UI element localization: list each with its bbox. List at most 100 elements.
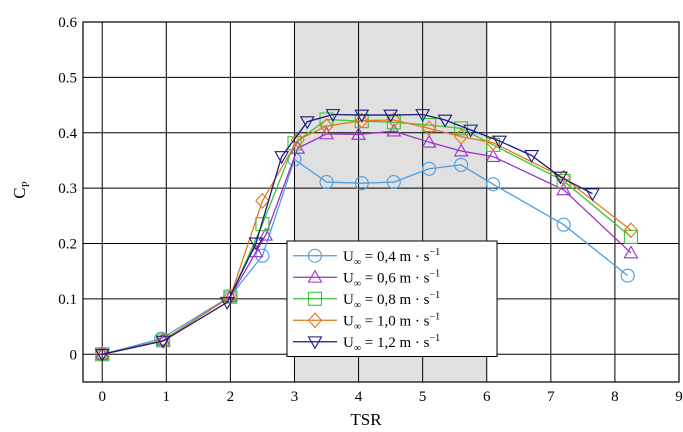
legend-label: U∞ = 0,8 m · s−1 <box>343 290 440 311</box>
data-point <box>492 135 508 149</box>
y-tick-label: 0.6 <box>58 15 77 31</box>
data-point <box>255 248 270 263</box>
legend-item: U∞ = 0,4 m · s−1 <box>293 247 440 268</box>
data-point <box>453 143 469 157</box>
legend-label: U∞ = 0,6 m · s−1 <box>343 268 440 289</box>
legend-label: U∞ = 1,2 m · s−1 <box>343 333 440 354</box>
data-point <box>585 188 600 202</box>
legend-marker <box>307 291 323 306</box>
y-tick-label: 0.2 <box>58 237 77 253</box>
legend-value: = 0,4 m · s <box>361 249 430 265</box>
data-point <box>421 134 437 148</box>
tick-labels: 0 1 2 3 4 5 6 7 8 9 0 0.1 0.2 0.3 0.4 0.5 0.6 <box>58 15 683 405</box>
data-point <box>422 117 437 133</box>
series-5 <box>94 109 600 362</box>
data-point <box>258 227 274 241</box>
data-point <box>290 132 305 148</box>
data-point <box>354 112 370 129</box>
legend-item: U∞ = 0,6 m · s−1 <box>293 268 440 289</box>
y-tick-label: 0 <box>70 347 78 363</box>
x-tick-label: 1 <box>163 389 171 405</box>
legend-marker <box>307 269 323 283</box>
data-point <box>274 151 290 165</box>
legend-symbol: U <box>343 292 354 308</box>
legend-exponent: −1 <box>429 290 440 301</box>
y-tick-label: 0.5 <box>58 70 77 86</box>
data-point <box>524 150 540 164</box>
x-tick-label: 6 <box>483 389 491 405</box>
data-point <box>386 112 402 128</box>
legend: U∞ = 0,4 m · s−1U∞ = 0,6 m · s−1U∞ = 0,8… <box>286 240 498 357</box>
data-point <box>463 124 479 138</box>
legend-exponent: −1 <box>429 247 440 258</box>
x-tick-label: 7 <box>547 389 555 405</box>
data-point <box>94 348 110 362</box>
data-point <box>255 217 270 232</box>
data-point <box>454 157 469 172</box>
data-point <box>255 192 270 209</box>
data-point <box>383 109 399 123</box>
legend-label: U∞ = 1,0 m · s−1 <box>343 311 440 332</box>
legend-label: U∞ = 0,4 m · s−1 <box>343 247 440 268</box>
x-tick-label: 3 <box>291 389 299 405</box>
legend-marker <box>307 248 323 263</box>
legend-item: U∞ = 1,0 m · s−1 <box>293 311 440 332</box>
legend-exponent: −1 <box>429 268 440 279</box>
legend-symbol-sub: ∞ <box>354 343 361 354</box>
legend-symbol-sub: ∞ <box>354 278 361 289</box>
axes <box>82 21 680 383</box>
y-tick-label: 0.4 <box>58 126 77 142</box>
data-point <box>623 229 638 244</box>
y-tick-label: 0.3 <box>58 181 77 197</box>
data-point <box>354 176 369 191</box>
data-point <box>421 120 437 137</box>
data-point <box>319 175 334 190</box>
x-tick-label: 4 <box>355 389 363 405</box>
data-point <box>386 175 401 190</box>
legend-symbol-sub: ∞ <box>354 257 361 268</box>
data-point <box>486 177 501 192</box>
legend-symbol: U <box>343 335 354 351</box>
data-point <box>155 335 171 349</box>
legend-symbol-sub: ∞ <box>354 300 361 311</box>
legend-marker <box>307 336 323 350</box>
x-tick-label: 0 <box>98 389 106 405</box>
legend-item: U∞ = 1,2 m · s−1 <box>293 333 440 354</box>
legend-value: = 0,6 m · s <box>361 270 430 286</box>
data-point <box>386 123 402 137</box>
legend-value: = 0,8 m · s <box>361 292 430 308</box>
legend-value: = 1,0 m · s <box>361 313 430 329</box>
x-tick-label: 5 <box>419 389 427 405</box>
data-point <box>415 109 431 123</box>
data-point <box>556 169 571 186</box>
data-point <box>623 245 639 259</box>
x-tick-label: 2 <box>227 389 235 405</box>
legend-exponent: −1 <box>429 333 440 344</box>
y-axis-label-main: C <box>10 187 29 198</box>
legend-symbol: U <box>343 270 354 286</box>
series-line <box>102 113 593 355</box>
series-2 <box>94 123 639 360</box>
y-axis-label: CP <box>10 181 32 198</box>
legend-marker <box>307 312 323 329</box>
data-point <box>354 109 370 123</box>
series-group <box>94 109 639 363</box>
legend-exponent: −1 <box>429 311 440 322</box>
data-point <box>319 118 334 135</box>
data-point <box>219 296 235 310</box>
plot-frame <box>82 21 680 383</box>
data-point <box>556 217 571 232</box>
data-point <box>222 289 238 303</box>
x-tick-label: 9 <box>675 389 683 405</box>
data-point <box>319 126 334 140</box>
data-point <box>437 114 453 128</box>
x-axis-label: TSR <box>350 410 382 429</box>
legend-symbol: U <box>343 249 354 265</box>
data-point <box>620 268 635 283</box>
data-point <box>556 173 571 189</box>
data-point <box>453 128 469 145</box>
legend-value: = 1,2 m · s <box>361 335 430 351</box>
legend-symbol-sub: ∞ <box>354 321 361 332</box>
y-tick-label: 0.1 <box>58 292 77 308</box>
